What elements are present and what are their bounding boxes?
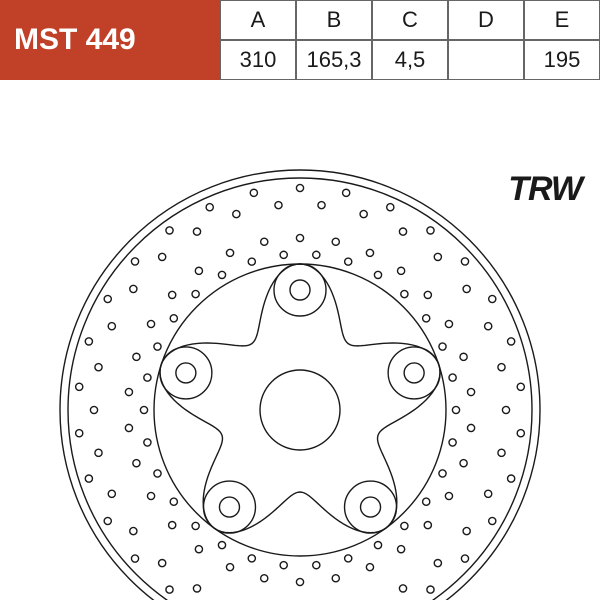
diagram-area: TRW	[0, 80, 600, 600]
brand-logo: TRW	[508, 170, 582, 209]
spec-col-D: D	[448, 0, 524, 40]
spec-header: MST 449 ABCDE 310165,34,5 195	[0, 0, 600, 80]
spec-val-A: 310	[220, 40, 296, 80]
spec-col-C: C	[372, 0, 448, 40]
spec-table: ABCDE 310165,34,5 195	[220, 0, 600, 80]
part-number-text: MST 449	[14, 23, 136, 57]
spec-val-E: 195	[524, 40, 600, 80]
spec-col-E: E	[524, 0, 600, 40]
spec-col-A: A	[220, 0, 296, 40]
part-number-label: MST 449	[0, 0, 220, 80]
spec-value-row: 310165,34,5 195	[220, 40, 600, 80]
spec-header-row: ABCDE	[220, 0, 600, 40]
spec-val-C: 4,5	[372, 40, 448, 80]
brake-disc-diagram	[0, 80, 600, 600]
brand-logo-text: TRW	[508, 170, 582, 208]
spec-val-D	[448, 40, 524, 80]
spec-val-B: 165,3	[296, 40, 372, 80]
spec-col-B: B	[296, 0, 372, 40]
